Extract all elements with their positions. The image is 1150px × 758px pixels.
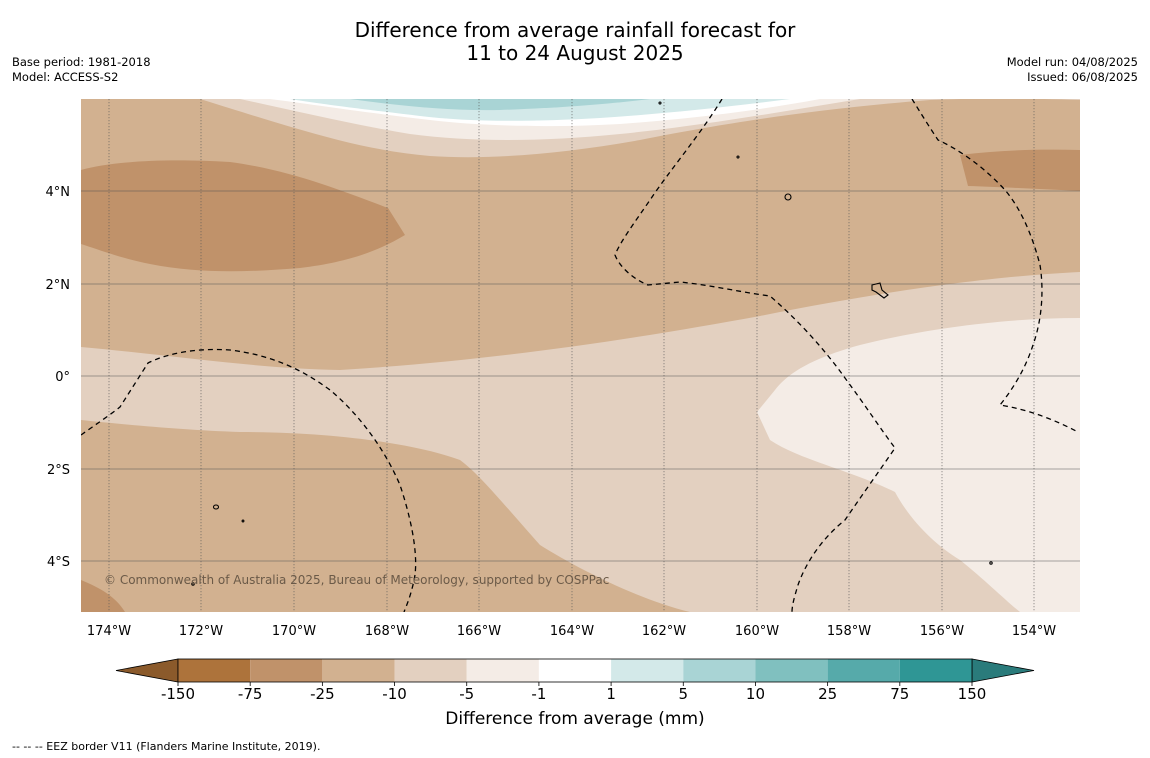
island-small-4 — [736, 155, 740, 159]
model-name: Model: ACCESS-S2 — [12, 70, 119, 84]
title-line-2: 11 to 24 August 2025 — [466, 41, 684, 65]
colorbar-tick-label: -1 — [531, 685, 546, 703]
contour-top-teal — [350, 99, 650, 111]
island-small-3 — [658, 101, 662, 105]
islands — [191, 101, 993, 586]
colorbar-tick-label: 25 — [818, 685, 837, 703]
copyright-text: © Commonwealth of Australia 2025, Bureau… — [104, 573, 609, 587]
island-small-6 — [191, 582, 195, 586]
longitude-labels: 174°W 172°W 170°W 168°W 166°W 164°W 162°W 160°W… — [87, 624, 1056, 639]
eez-border-central — [614, 99, 896, 612]
colorbar-frame — [177, 658, 973, 683]
lon-label: 160°W — [735, 624, 779, 639]
title-line-1: Difference from average rainfall forecas… — [354, 18, 796, 42]
colorbar-tick-label: -150 — [161, 685, 195, 703]
colorbar-tick-label: -5 — [459, 685, 474, 703]
contour-blob-northeast — [960, 149, 1080, 191]
contour-southwest-corner — [81, 580, 125, 612]
graticule — [81, 99, 1080, 612]
colorbar: -150 -75 -25 -10 -5 -1 1 5 10 25 75 150 — [115, 658, 1035, 703]
lon-label: 154°W — [1012, 624, 1056, 639]
colorbar-under-arrow — [115, 658, 179, 683]
base-period: Base period: 1981-2018 — [12, 55, 151, 69]
lon-label: 168°W — [365, 624, 409, 639]
colorbar-tick-label: 10 — [746, 685, 765, 703]
colorbar-tick-label: -10 — [382, 685, 407, 703]
colorbar-segment — [466, 659, 539, 682]
colorbar-segment — [250, 659, 323, 682]
lat-label: 2°N — [46, 278, 71, 293]
island-jarvis — [784, 193, 792, 201]
lon-label: 174°W — [87, 624, 131, 639]
island-small-5 — [989, 561, 993, 565]
colorbar-tick-label: 75 — [890, 685, 909, 703]
colorbar-segment — [827, 659, 900, 682]
lon-label: 172°W — [179, 624, 223, 639]
map-title: Difference from average rainfall forecas… — [0, 19, 1150, 65]
colorbar-tick-label: 1 — [606, 685, 616, 703]
lon-label: 164°W — [550, 624, 594, 639]
lon-label: 170°W — [272, 624, 316, 639]
contour-blob-west — [81, 160, 405, 272]
eez-border-west — [81, 348, 417, 612]
island-small-1 — [212, 504, 220, 510]
colorbar-tick-label: 150 — [958, 685, 987, 703]
model-run: Model run: 04/08/2025 — [1006, 55, 1138, 69]
colorbar-segment — [611, 659, 684, 682]
eez-footnote: -- -- -- EEZ border V11 (Flanders Marine… — [12, 740, 321, 753]
colorbar-over-arrow — [971, 658, 1035, 683]
island-kiritimati — [871, 282, 889, 299]
latitude-labels: 4°N 2°N 0° 2°S 4°S — [46, 185, 71, 570]
lat-label: 0° — [55, 370, 70, 385]
lon-label: 158°W — [827, 624, 871, 639]
lon-label: 156°W — [920, 624, 964, 639]
lon-label: 162°W — [642, 624, 686, 639]
rainfall-contours — [81, 99, 1080, 612]
lat-label: 4°N — [46, 185, 71, 200]
eez-borders — [81, 99, 1079, 612]
colorbar-segment — [322, 659, 395, 682]
colorbar-title: Difference from average (mm) — [445, 709, 705, 729]
colorbar-segment — [178, 659, 251, 682]
lat-label: 4°S — [47, 555, 70, 570]
eez-border-east — [911, 99, 1079, 433]
colorbar-tick-label: -75 — [238, 685, 263, 703]
contour-east-pale — [757, 318, 1080, 612]
lat-label: 2°S — [47, 463, 70, 478]
colorbar-segment — [683, 659, 756, 682]
colorbar-segment — [899, 659, 972, 682]
colorbar-segment — [538, 659, 612, 682]
colorbar-segment — [755, 659, 828, 682]
lon-label: 166°W — [457, 624, 501, 639]
island-small-2 — [241, 519, 245, 523]
colorbar-tick-label: -25 — [310, 685, 335, 703]
colorbar-tick-label: 5 — [678, 685, 688, 703]
meta-left: Base period: 1981-2018 Model: ACCESS-S2 — [12, 55, 151, 85]
meta-right: Model run: 04/08/2025 Issued: 06/08/2025 — [1007, 55, 1138, 85]
colorbar-segment — [394, 659, 467, 682]
issued-date: Issued: 06/08/2025 — [1027, 70, 1138, 84]
